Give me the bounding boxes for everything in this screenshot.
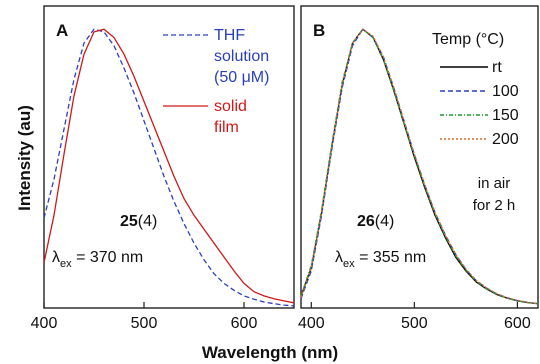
x-tick-label: 500 [401,315,428,332]
legend-label: THF [214,27,245,44]
excitation-label: λex = 355 nm [335,249,426,270]
panel-frame [300,5,539,309]
panel-B: 400 500 600 B 26(4) λex = 355 nm Temp (°C) rt 10… [298,5,539,332]
compound-label: 25(4) [120,213,157,230]
panels: 400 500 600 A 25(4) λex = 370 nm THF solution (5… [31,5,539,332]
x-tick-label: 600 [504,315,531,332]
x-tick-label: 600 [231,315,258,332]
legend-label: film [214,119,239,136]
x-tick-label: 400 [31,315,58,332]
panel-label: B [313,21,325,40]
legend-title: Temp (°C) [432,31,504,48]
legend-label: (50 μM) [214,69,269,86]
x-tick-label: 500 [131,315,158,332]
legend-label: 150 [492,107,519,124]
y-axis-label: Intensity (au) [15,105,34,211]
panel-frame [43,5,295,309]
panel-A: 400 500 600 A 25(4) λex = 370 nm THF solution (5… [31,5,295,332]
x-axis-label: Wavelength (nm) [202,343,338,362]
legend-label: rt [492,59,502,76]
series-line [43,28,295,307]
x-tick-label: 400 [298,315,325,332]
legend-label: solid [214,98,247,115]
legend-label: 100 [492,83,519,100]
series-line [43,28,295,304]
excitation-label: λex = 370 nm [52,249,143,270]
panel-label: A [56,21,68,40]
annotation-text: in air [478,175,511,192]
compound-label: 26(4) [357,213,394,230]
legend-label: 200 [492,131,519,148]
annotation-text: for 2 h [473,197,516,214]
legend-label: solution [214,48,269,65]
